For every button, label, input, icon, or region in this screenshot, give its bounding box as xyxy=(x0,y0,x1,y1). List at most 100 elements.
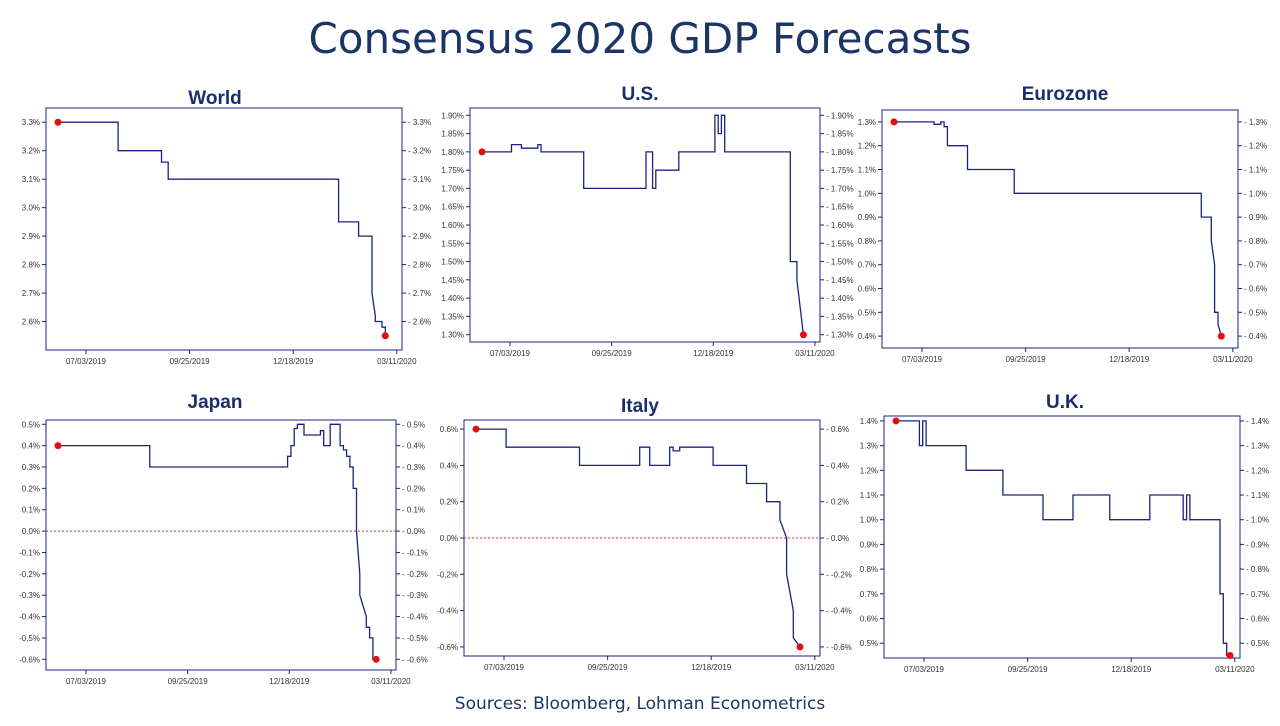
y-tick-label-right: - 0.2% xyxy=(826,498,849,507)
plot-frame xyxy=(45,419,397,671)
y-tick-label-right: - -0.6% xyxy=(402,655,428,664)
chart-panel-italy: Italy -0.6% - -0.6% -0.4% - -0.4% -0.2% - -0.… xyxy=(430,392,852,687)
x-tick-label: 09/25/2019 xyxy=(1008,665,1049,674)
series-line xyxy=(58,423,377,660)
plot-frame xyxy=(469,107,821,343)
y-tick-label-left: 0.2% xyxy=(440,498,458,507)
y-tick-label-right: - -0.4% xyxy=(826,607,852,616)
y-tick-label-right: - -0.2% xyxy=(402,570,428,579)
y-tick-label-left: 1.35% xyxy=(441,312,464,321)
y-tick-label-right: - 0.5% xyxy=(1246,639,1269,648)
y-tick-label-left: 1.90% xyxy=(441,111,464,120)
y-tick-label-right: - 1.30% xyxy=(826,331,854,340)
y-tick-label-left: 0.1% xyxy=(22,506,40,515)
series-line xyxy=(894,121,1222,337)
plot-frame xyxy=(883,415,1241,659)
y-tick-label-right: - 0.9% xyxy=(1244,213,1267,222)
chart-us: 1.30% - 1.30% 1.35% - 1.35% 1.40% - 1.40% 1.45… xyxy=(441,107,854,358)
y-tick-label-left: 1.30% xyxy=(441,331,464,340)
y-tick-label-right: - 0.6% xyxy=(826,425,849,434)
x-tick-label: 09/25/2019 xyxy=(1006,355,1047,364)
y-tick-label-right: - 2.7% xyxy=(408,289,431,298)
y-tick-label-left: 0.4% xyxy=(22,442,40,451)
x-tick-label: 07/03/2019 xyxy=(490,349,531,358)
x-tick-label: 03/11/2020 xyxy=(371,677,411,686)
y-tick-label-left: 2.7% xyxy=(22,289,40,298)
y-tick-label-right: - 1.2% xyxy=(1244,142,1267,151)
y-tick-label-right: - 0.8% xyxy=(1246,565,1269,574)
y-tick-label-right: - 0.7% xyxy=(1246,590,1269,599)
y-tick-label-left: 0.8% xyxy=(860,565,878,574)
y-tick-label-right: - 0.5% xyxy=(1244,308,1267,317)
y-tick-label-left: 1.75% xyxy=(441,166,464,175)
y-tick-label-right: - 3.2% xyxy=(408,147,431,156)
y-tick-label-left: 1.4% xyxy=(860,417,878,426)
y-tick-label-left: 1.40% xyxy=(441,294,464,303)
endpoint-marker xyxy=(54,442,62,450)
y-tick-label-right: - 1.2% xyxy=(1246,466,1269,475)
y-tick-label-left: 0.7% xyxy=(858,261,876,270)
y-tick-label-right: - 1.75% xyxy=(826,166,854,175)
y-tick-label-right: - -0.3% xyxy=(402,591,428,600)
y-tick-label-left: -0.3% xyxy=(19,591,40,600)
y-tick-label-right: - 1.65% xyxy=(826,203,854,212)
chart-panel-eurozone: Eurozone 0.4% - 0.4% 0.5% - 0.5% 0.6% - 0.6% 0… xyxy=(850,84,1280,374)
y-tick-label-right: - 0.4% xyxy=(402,442,425,451)
y-tick-label-left: 0.5% xyxy=(860,639,878,648)
y-tick-label-right: - 1.3% xyxy=(1244,118,1267,127)
y-tick-label-left: -0.6% xyxy=(19,655,40,664)
endpoint-marker xyxy=(381,332,389,340)
y-tick-label-left: 3.3% xyxy=(22,118,40,127)
plot-frame xyxy=(881,109,1239,349)
y-tick-label-left: 1.80% xyxy=(441,148,464,157)
x-tick-label: 09/25/2019 xyxy=(168,677,209,686)
chart-italy: -0.6% - -0.6% -0.4% - -0.4% -0.2% - -0.2% 0.0%… xyxy=(437,419,852,672)
y-tick-label-right: - 0.7% xyxy=(1244,261,1267,270)
chart-japan: -0.6% - -0.6% -0.5% - -0.5% -0.4% - -0.4% -0.3… xyxy=(19,419,428,686)
x-tick-label: 07/03/2019 xyxy=(904,665,945,674)
x-tick-label: 03/11/2020 xyxy=(1215,665,1255,674)
y-tick-label-right: - 0.5% xyxy=(402,420,425,429)
y-tick-label-left: 0.3% xyxy=(22,463,40,472)
y-tick-label-left: -0.2% xyxy=(19,570,40,579)
chart-title: Japan xyxy=(187,392,243,413)
y-tick-label-right: - -0.1% xyxy=(402,548,428,557)
y-tick-label-right: - 0.4% xyxy=(1244,332,1267,341)
y-tick-label-right: - 0.6% xyxy=(1244,285,1267,294)
endpoint-marker xyxy=(472,425,480,433)
y-tick-label-left: 0.4% xyxy=(440,461,458,470)
y-tick-label-right: - 1.3% xyxy=(1246,442,1269,451)
y-tick-label-right: - -0.2% xyxy=(826,570,852,579)
y-tick-label-left: -0.4% xyxy=(19,613,40,622)
y-tick-label-left: 2.8% xyxy=(22,261,40,270)
chart-panel-us: U.S. 1.30% - 1.30% 1.35% - 1.35% 1.40% - 1.40… xyxy=(430,84,854,374)
y-tick-label-left: -0.5% xyxy=(19,634,40,643)
y-tick-label-left: 0.6% xyxy=(860,614,878,623)
endpoint-marker xyxy=(799,331,807,339)
endpoint-marker xyxy=(54,118,62,126)
x-tick-label: 07/03/2019 xyxy=(66,357,107,366)
y-tick-label-left: 1.1% xyxy=(860,491,878,500)
y-tick-label-left: 1.65% xyxy=(441,203,464,212)
y-tick-label-right: - 1.60% xyxy=(826,221,854,230)
y-tick-label-left: 3.0% xyxy=(22,204,40,213)
x-tick-label: 12/18/2019 xyxy=(1111,665,1152,674)
y-tick-label-right: - 1.40% xyxy=(826,294,854,303)
x-tick-label: 09/25/2019 xyxy=(170,357,211,366)
y-tick-label-left: 3.1% xyxy=(22,175,40,184)
y-tick-label-left: 0.9% xyxy=(858,213,876,222)
y-tick-label-right: - 0.2% xyxy=(402,484,425,493)
chart-title: U.S. xyxy=(621,84,659,105)
y-tick-label-left: 0.6% xyxy=(858,285,876,294)
y-tick-label-right: - 1.35% xyxy=(826,312,854,321)
y-tick-label-right: - 3.1% xyxy=(408,175,431,184)
y-tick-label-left: 0.2% xyxy=(22,484,40,493)
chart-title: Eurozone xyxy=(1021,84,1109,105)
y-tick-label-right: - 2.8% xyxy=(408,261,431,270)
y-tick-label-right: - 0.0% xyxy=(826,534,849,543)
x-tick-label: 07/03/2019 xyxy=(66,677,107,686)
y-tick-label-left: 0.9% xyxy=(860,540,878,549)
chart-panel-uk: U.K. 0.5% - 0.5% 0.6% - 0.6% 0.7% - 0.7% 0.8% -… xyxy=(850,392,1280,687)
series-line xyxy=(58,121,386,336)
y-tick-label-left: -0.6% xyxy=(437,643,458,652)
